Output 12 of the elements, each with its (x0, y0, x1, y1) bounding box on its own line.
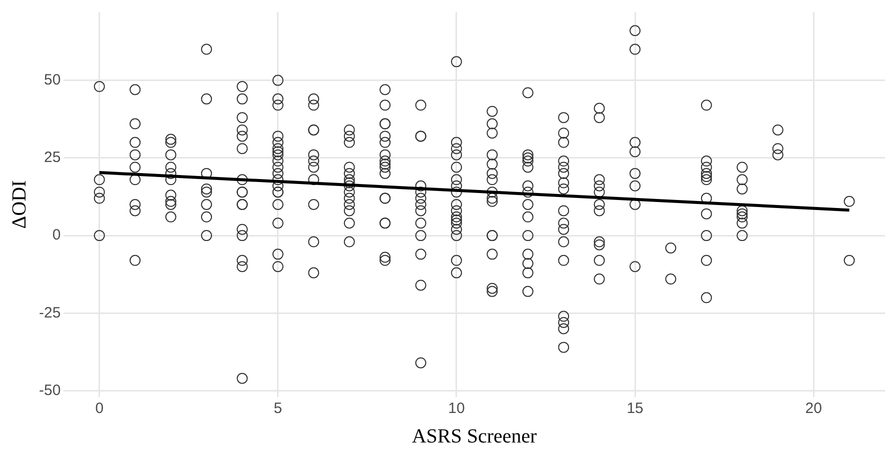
y-axis-title: ΔODI (8, 180, 30, 229)
x-tick-label: 0 (95, 400, 104, 418)
x-tick-label: 15 (626, 400, 644, 418)
y-tick-label: 50 (44, 71, 61, 88)
y-tick-label: 25 (44, 149, 61, 166)
x-tick-label: 10 (448, 400, 465, 418)
y-tick-label: -25 (38, 304, 61, 322)
y-tick-label: 0 (52, 226, 61, 244)
x-tick-label: 20 (805, 400, 822, 418)
x-tick-label: 5 (274, 400, 282, 418)
y-tick-label: -50 (38, 382, 61, 399)
x-axis-title: ASRS Screener (412, 425, 538, 448)
